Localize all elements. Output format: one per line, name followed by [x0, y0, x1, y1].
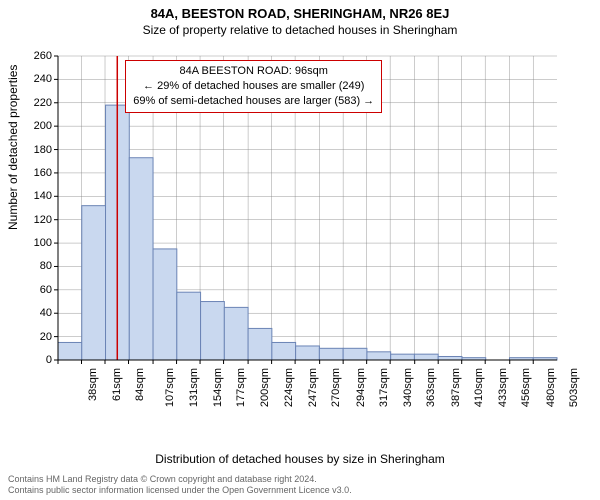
x-tick-label: 340sqm: [402, 368, 414, 407]
y-axis-label: Number of detached properties: [6, 65, 20, 230]
info-box: 84A BEESTON ROAD: 96sqm← 29% of detached…: [125, 60, 382, 113]
x-tick-label: 363sqm: [425, 368, 437, 407]
chart-title: 84A, BEESTON ROAD, SHERINGHAM, NR26 8EJ: [0, 0, 600, 21]
y-tick-label: 40: [40, 307, 52, 319]
footnote-line1: Contains HM Land Registry data © Crown c…: [8, 474, 352, 485]
x-tick-label: 503sqm: [568, 368, 580, 407]
x-tick-label: 317sqm: [378, 368, 390, 407]
footnote-line2: Contains public sector information licen…: [8, 485, 352, 496]
chart-subtitle: Size of property relative to detached ho…: [0, 21, 600, 37]
y-tick-label: 240: [34, 73, 52, 85]
x-tick-label: 154sqm: [212, 368, 224, 407]
info-box-line: 84A BEESTON ROAD: 96sqm: [133, 64, 374, 79]
y-tick-label: 160: [34, 167, 52, 179]
x-tick-label: 270sqm: [330, 368, 342, 407]
y-tick-label: 20: [40, 331, 52, 343]
x-tick-label: 433sqm: [497, 368, 509, 407]
y-tick-label: 220: [34, 97, 52, 109]
y-tick-label: 200: [34, 120, 52, 132]
y-tick-label: 260: [34, 50, 52, 62]
info-box-line: 69% of semi-detached houses are larger (…: [133, 94, 374, 109]
plot-area: 02040608010012014016018020022024026038sq…: [50, 50, 565, 410]
x-tick-label: 84sqm: [134, 368, 146, 401]
y-tick-label: 140: [34, 190, 52, 202]
chart-container: 84A, BEESTON ROAD, SHERINGHAM, NR26 8EJ …: [0, 0, 600, 500]
y-tick-label: 80: [40, 260, 52, 272]
x-tick-label: 38sqm: [87, 368, 99, 401]
x-tick-label: 456sqm: [520, 368, 532, 407]
x-tick-label: 247sqm: [307, 368, 319, 407]
x-tick-label: 131sqm: [188, 368, 200, 407]
x-tick-label: 480sqm: [545, 368, 557, 407]
y-tick-label: 120: [34, 214, 52, 226]
x-tick-label: 294sqm: [355, 368, 367, 407]
x-tick-label: 200sqm: [259, 368, 271, 407]
x-tick-label: 387sqm: [450, 368, 462, 407]
info-box-line: ← 29% of detached houses are smaller (24…: [133, 79, 374, 94]
x-axis-label: Distribution of detached houses by size …: [0, 452, 600, 466]
y-tick-label: 180: [34, 144, 52, 156]
x-tick-label: 224sqm: [283, 368, 295, 407]
y-tick-label: 0: [46, 354, 52, 366]
x-tick-label: 177sqm: [235, 368, 247, 407]
footnote: Contains HM Land Registry data © Crown c…: [8, 474, 352, 496]
y-tick-label: 100: [34, 237, 52, 249]
y-tick-label: 60: [40, 284, 52, 296]
x-tick-label: 61sqm: [111, 368, 123, 401]
x-tick-label: 410sqm: [473, 368, 485, 407]
x-tick-label: 107sqm: [164, 368, 176, 407]
